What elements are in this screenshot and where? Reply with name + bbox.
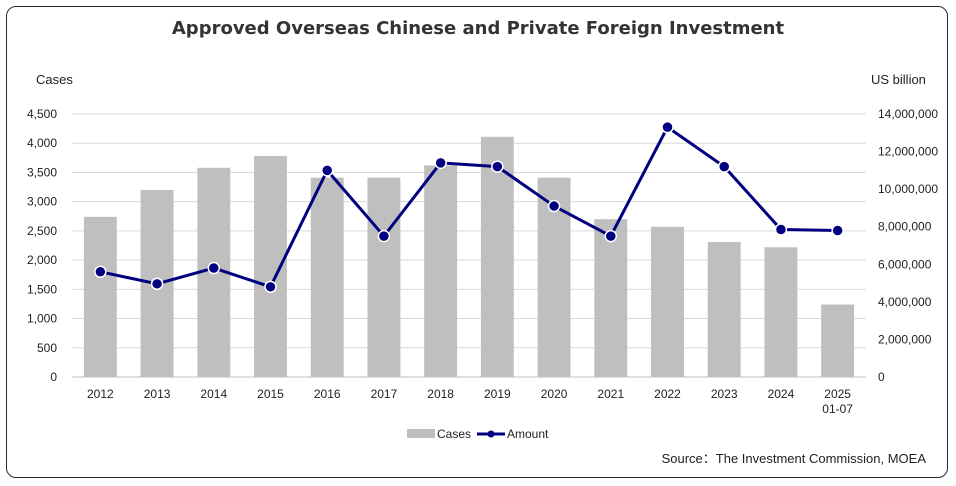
y-right-axis-title: US billion	[871, 72, 926, 87]
x-tick-label: 2023	[711, 387, 738, 401]
bar-cases-13	[821, 304, 855, 377]
point-amount-10	[661, 120, 674, 134]
point-amount-8	[547, 199, 561, 213]
y-left-tick-label: 500	[37, 341, 57, 355]
legend-swatch-amount-marker	[487, 430, 495, 438]
x-tick-label: 2022	[654, 387, 681, 401]
x-tick-label: 2020	[541, 387, 568, 401]
legend-label-amount: Amount	[507, 427, 549, 441]
y-left-tick-label: 3,500	[27, 165, 57, 179]
legend-swatch-cases	[407, 429, 435, 438]
y-right-tick-label: 8,000,000	[878, 220, 932, 234]
point-amount-9	[604, 229, 618, 243]
x-tick-label: 2016	[314, 387, 341, 401]
bar-cases-6	[424, 165, 458, 377]
point-amount-1	[150, 277, 164, 291]
y-right-tick-label: 12,000,000	[878, 145, 938, 159]
x-tick-labels: 2012 2013 2014 2015 2016 2017 2018 2019 2020 2021…	[87, 387, 853, 416]
point-amount-5	[377, 229, 391, 243]
y-right-tick-label: 6,000,000	[878, 257, 932, 271]
bar-cases-5	[367, 177, 401, 377]
y-left-axis-title: Cases	[36, 72, 73, 87]
point-amount-2	[207, 261, 221, 275]
line-series-amount	[94, 120, 844, 294]
bar-cases-9	[594, 219, 628, 377]
point-amount-13	[831, 224, 844, 237]
point-amount-12	[774, 223, 788, 236]
y-left-tick-label: 2,000	[27, 253, 57, 267]
chart-title: Approved Overseas Chinese and Private Fo…	[172, 18, 785, 39]
y-left-tick-label: 4,000	[27, 136, 57, 150]
bar-cases-7	[480, 136, 514, 377]
point-amount-4	[320, 164, 334, 177]
y-left-tick-label: 2,500	[27, 224, 57, 238]
bar-cases-11	[707, 241, 741, 377]
source-note: Source：The Investment Commission, MOEA	[662, 451, 927, 466]
y-right-tick-label: 4,000,000	[878, 295, 932, 309]
bar-cases-0	[83, 216, 117, 377]
x-tick-label: 2017	[371, 387, 398, 401]
y-right-tick-label: 0	[878, 370, 885, 384]
legend-label-cases: Cases	[437, 427, 471, 441]
point-amount-3	[264, 280, 277, 294]
y-right-tick-label: 10,000,000	[878, 182, 938, 196]
y-left-tick-label: 1,500	[27, 282, 57, 296]
bar-cases-10	[651, 226, 684, 377]
point-amount-7	[491, 160, 504, 173]
point-amount-6	[434, 156, 447, 170]
x-tick-label: 2018	[427, 387, 454, 401]
x-tick-label: 2014	[200, 387, 227, 401]
x-tick-label: 2015	[257, 387, 284, 401]
x-tick-label: 2013	[144, 387, 171, 401]
y-left-tick-label: 1,000	[27, 312, 57, 326]
line-amount	[100, 125, 838, 289]
legend: Cases Amount	[407, 427, 549, 441]
y-left-tick-label: 3,000	[27, 195, 57, 209]
gridlines	[72, 113, 866, 378]
y-left-tick-label: 0	[50, 370, 57, 384]
x-tick-label: 2024	[768, 387, 795, 401]
bar-cases-12	[764, 247, 798, 377]
y-right-tick-labels: 0 2,000,000 4,000,000 6,000,000 8,000,000 10,…	[878, 107, 938, 384]
x-tick-label: 2025 01-07	[822, 387, 853, 416]
y-left-tick-labels: 0 500 1,000 1,500 2,000 2,500 3,000 3,500 4,000 4…	[27, 107, 57, 384]
y-right-tick-label: 14,000,000	[878, 107, 938, 121]
x-tick-label: 2019	[484, 387, 511, 401]
y-right-tick-label: 2,000,000	[878, 332, 932, 346]
point-amount-11	[717, 160, 731, 173]
x-tick-label: 2012	[87, 387, 114, 401]
y-left-tick-label: 4,500	[27, 107, 57, 121]
bar-cases-4	[310, 177, 344, 377]
x-tick-label: 2021	[597, 387, 624, 401]
point-amount-0	[94, 265, 107, 279]
